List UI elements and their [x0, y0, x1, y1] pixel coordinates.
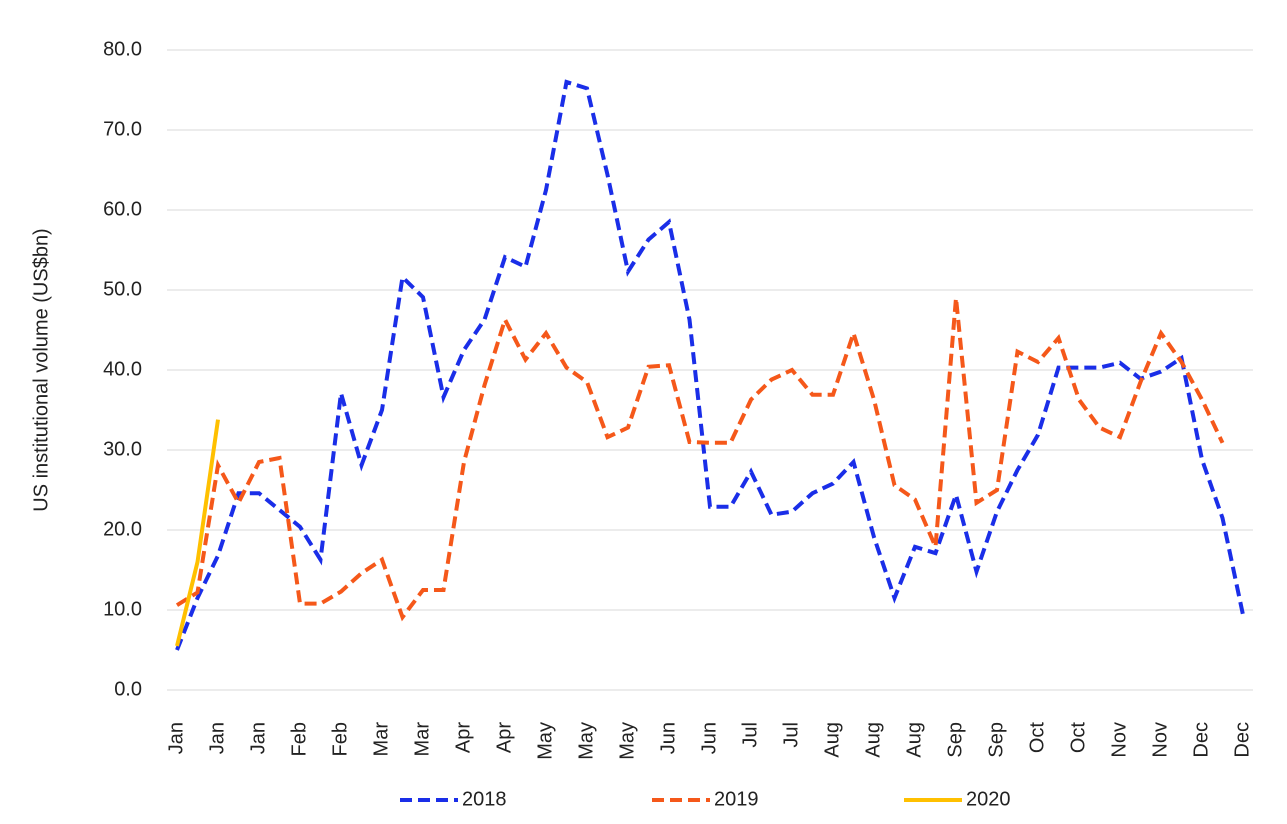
x-tick-label: Jul [739, 722, 761, 748]
legend-label: 2020 [966, 788, 1011, 810]
x-tick-label: Jan [247, 722, 269, 754]
x-tick-label: Mar [370, 722, 392, 757]
y-tick-label: 70.0 [103, 118, 142, 140]
line-series [175, 297, 1225, 622]
x-tick-label: Jan [165, 722, 187, 754]
x-tick-label: Nov [1108, 722, 1130, 758]
y-axis-label: US institutional volume (US$bn) [30, 228, 52, 511]
x-tick-label: Oct [1026, 722, 1048, 754]
y-tick-label: 80.0 [103, 38, 142, 60]
x-tick-label: Aug [821, 722, 843, 758]
legend-label: 2019 [714, 788, 759, 810]
legend-label: 2018 [462, 788, 507, 810]
line-series [175, 419, 220, 647]
x-tick-label: Mar [411, 722, 433, 757]
x-tick-label: Dec [1190, 722, 1212, 758]
y-tick-label: 10.0 [103, 598, 142, 620]
x-tick-label: May [616, 722, 638, 760]
x-tick-label: Nov [1149, 722, 1171, 758]
x-tick-label: May [575, 722, 597, 760]
y-tick-label: 30.0 [103, 438, 142, 460]
x-tick-label: Aug [862, 722, 884, 758]
x-tick-label: Jan [206, 722, 228, 754]
x-tick-label: Sep [944, 722, 966, 758]
y-tick-label: 60.0 [103, 198, 142, 220]
x-tick-label: Feb [329, 722, 351, 756]
x-tick-label: Jul [780, 722, 802, 748]
y-tick-label: 50.0 [103, 278, 142, 300]
x-tick-label: Feb [288, 722, 310, 756]
x-tick-label: Jun [698, 722, 720, 754]
y-tick-label: 20.0 [103, 518, 142, 540]
y-tick-label: 0.0 [114, 678, 142, 700]
x-tick-label: May [534, 722, 556, 760]
x-tick-label: Apr [493, 722, 515, 753]
x-tick-label: Jun [657, 722, 679, 754]
line-series [175, 79, 1245, 651]
x-tick-label: Sep [985, 722, 1007, 758]
x-tick-label: Oct [1067, 722, 1089, 754]
x-tick-label: Aug [903, 722, 925, 758]
y-tick-label: 40.0 [103, 358, 142, 380]
x-tick-label: Dec [1231, 722, 1253, 758]
x-tick-label: Apr [452, 722, 474, 753]
